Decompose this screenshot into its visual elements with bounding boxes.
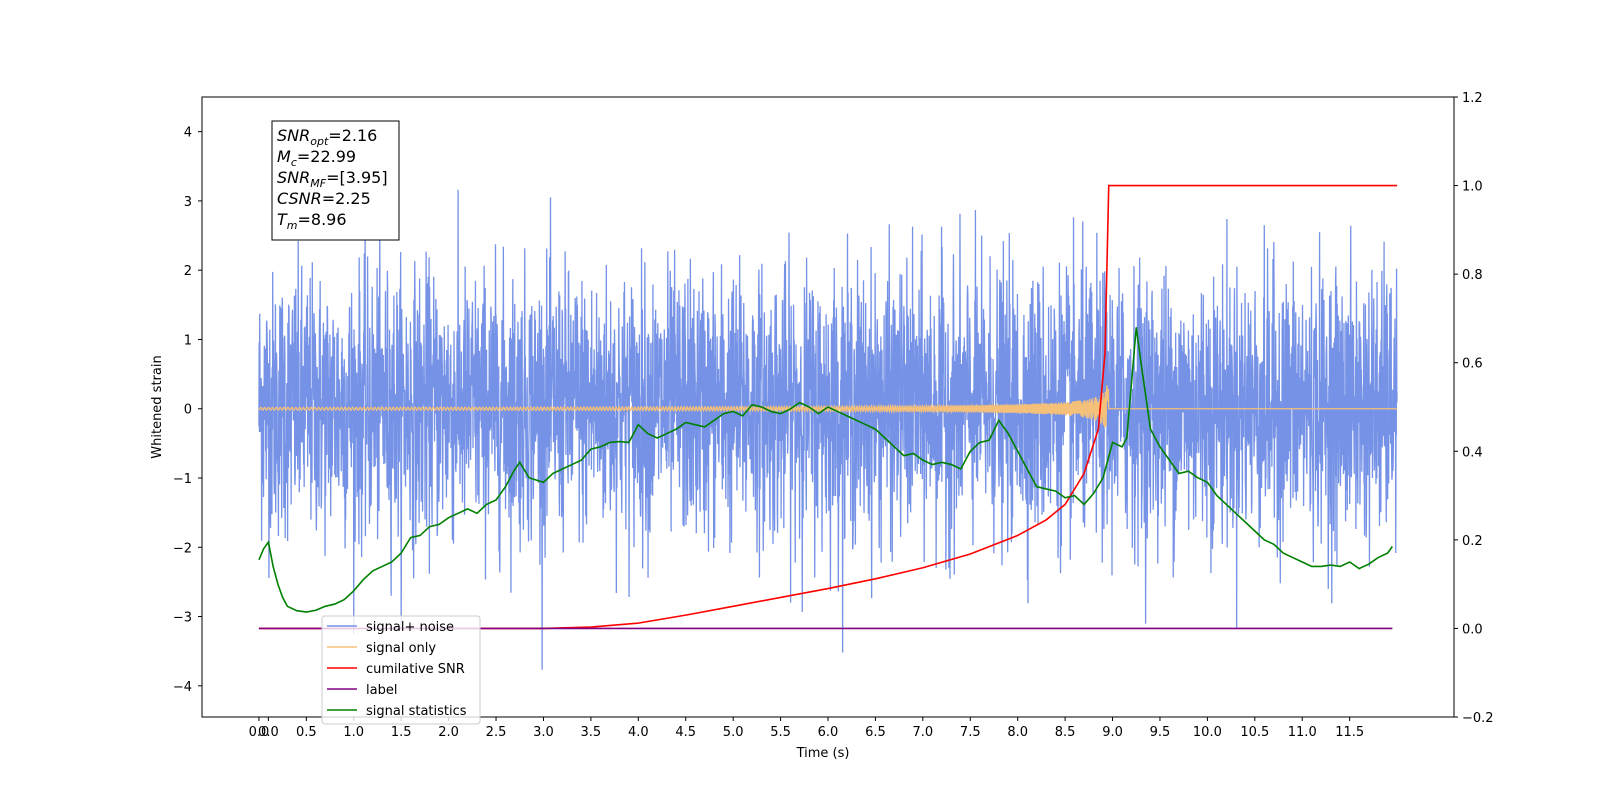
x-tick-label: 2.5 xyxy=(486,725,507,740)
x-tick-label: 11.0 xyxy=(1288,725,1317,740)
y-tick-label: 4 xyxy=(184,126,192,141)
x-tick-label: 4.0 xyxy=(628,725,649,740)
y-axis-label: Whitened strain xyxy=(150,355,165,458)
legend-label: signal only xyxy=(366,641,436,656)
y2-tick-label: 0.4 xyxy=(1462,445,1483,460)
x-tick-label: 10.0 xyxy=(1193,725,1222,740)
y2-tick-label: −0.2 xyxy=(1462,711,1494,726)
x-tick-label: 9.5 xyxy=(1150,725,1171,740)
axis-layer: 0.00.0 0.5 1.0 1.5 2.0 2.5 3.0 3.5 4.0 4.5 5.0 5.5 6… xyxy=(173,91,1494,740)
x-tick-label: 3.5 xyxy=(581,725,602,740)
series-line-signal-statistics xyxy=(258,327,1394,613)
info-box-line: Mc=22.99 xyxy=(277,147,356,169)
info-box-line: SNRopt=2.16 xyxy=(277,126,377,148)
legend-label: label xyxy=(366,683,397,698)
legend: signal+ noise signal only cumilative SNR la… xyxy=(321,615,481,725)
legend-label: signal statistics xyxy=(366,704,467,719)
info-box-line: SNRMF=[3.95] xyxy=(277,168,388,190)
x-tick-label: 0.0 xyxy=(258,725,279,740)
y2-tick-label: 1.2 xyxy=(1462,91,1483,106)
x-tick-label: 1.0 xyxy=(343,725,364,740)
x-tick-label: 0.5 xyxy=(296,725,317,740)
x-tick-label: 8.0 xyxy=(1007,725,1028,740)
x-axis-label: Time (s) xyxy=(796,746,850,761)
x-tick-label: 2.0 xyxy=(438,725,459,740)
x-tick-label: 3.0 xyxy=(533,725,554,740)
x-tick-label: 7.5 xyxy=(960,725,981,740)
x-tick-label: 1.5 xyxy=(391,725,412,740)
x-tick-label: 6.5 xyxy=(865,725,886,740)
y-tick-label: 3 xyxy=(184,195,192,210)
x-tick-label: 6.0 xyxy=(818,725,839,740)
legend-label: signal+ noise xyxy=(366,620,454,635)
x-tick-label: 5.5 xyxy=(770,725,791,740)
y2-tick-label: 0.0 xyxy=(1462,622,1483,637)
y-tick-label: 0 xyxy=(184,403,192,418)
y2-tick-label: 0.2 xyxy=(1462,534,1483,549)
x-tick-label: 5.0 xyxy=(723,725,744,740)
series-line-signal-only xyxy=(258,385,1398,428)
info-box-frame xyxy=(271,120,400,241)
info-box: SNRopt=2.16Mc=22.99SNRMF=[3.95]CSNR=2.25… xyxy=(271,120,400,241)
x-tick-label: 9.0 xyxy=(1102,725,1123,740)
x-tick-label: 10.5 xyxy=(1240,725,1269,740)
legend-label: cumilative SNR xyxy=(366,662,465,677)
y-tick-label: −2 xyxy=(173,541,192,556)
series-line-signal-noise xyxy=(258,189,1398,670)
series-line-cumilative-snr xyxy=(258,184,1398,630)
x-tick-label: 0.0 xyxy=(249,725,270,740)
x-tick-label: 11.5 xyxy=(1335,725,1364,740)
y-tick-label: −3 xyxy=(173,611,192,626)
info-box-line: CSNR=2.25 xyxy=(277,189,371,208)
x-tick-label: 4.5 xyxy=(675,725,696,740)
x-tick-label: 8.5 xyxy=(1055,725,1076,740)
y-tick-label: 1 xyxy=(184,333,192,348)
y2-tick-label: 1.0 xyxy=(1462,180,1483,195)
info-box-line: Tm=8.96 xyxy=(277,210,347,232)
y2-tick-label: 0.6 xyxy=(1462,357,1483,372)
y-tick-label: −1 xyxy=(173,472,192,487)
x-tick-label: 7.0 xyxy=(913,725,934,740)
y-tick-label: 2 xyxy=(184,264,192,279)
legend-frame xyxy=(321,615,481,725)
y2-tick-label: 0.8 xyxy=(1462,268,1483,283)
y-tick-label: −4 xyxy=(173,680,192,695)
